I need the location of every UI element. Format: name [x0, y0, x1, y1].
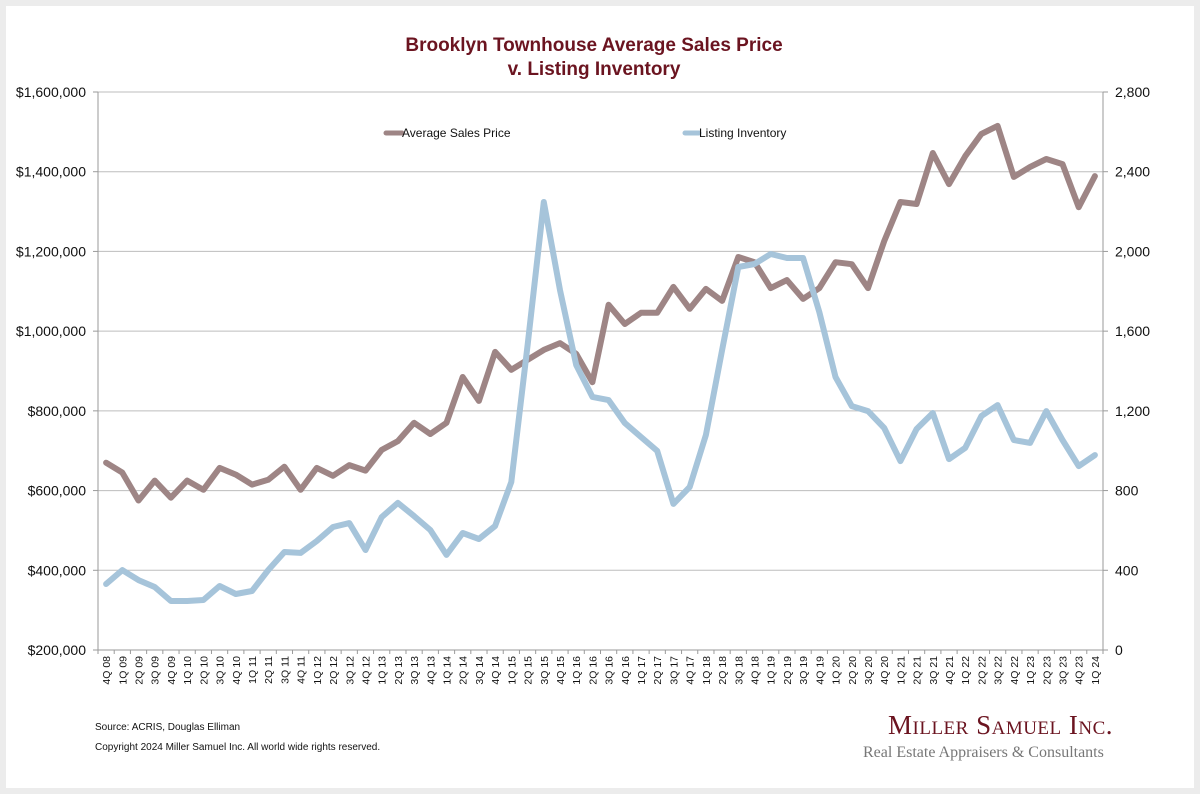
x-tick-label: 3Q 17 — [668, 656, 680, 685]
x-tick-label: 3Q 10 — [215, 656, 227, 685]
x-tick-label: 3Q 09 — [150, 656, 162, 685]
x-tick-label: 1Q 09 — [117, 656, 129, 685]
x-tick-label: 4Q 19 — [814, 656, 826, 685]
x-tick-label: 1Q 21 — [895, 656, 907, 685]
legend-label-price: Average Sales Price — [402, 126, 511, 140]
x-tick-label: 4Q 14 — [490, 656, 502, 685]
right-tick-label: 1,600 — [1115, 323, 1150, 339]
company-tagline: Real Estate Appraisers & Consultants — [863, 744, 1104, 761]
x-tick-label: 2Q 18 — [717, 656, 729, 685]
chart-title: Brooklyn Townhouse Average Sales Price v… — [6, 34, 1182, 82]
x-tick-label: 3Q 23 — [1057, 656, 1069, 685]
x-tick-label: 1Q 19 — [766, 656, 778, 685]
x-tick-label: 1Q 11 — [247, 656, 259, 684]
x-tick-label: 1Q 10 — [182, 656, 194, 685]
x-tick-label: 2Q 19 — [782, 656, 794, 685]
x-tick-label: 1Q 18 — [701, 656, 713, 685]
x-tick-label: 3Q 22 — [993, 656, 1005, 685]
right-tick-label: 1,200 — [1115, 403, 1150, 419]
x-tick-label: 2Q 14 — [458, 656, 470, 685]
x-tick-label: 1Q 20 — [831, 656, 843, 685]
right-tick-label: 800 — [1115, 483, 1139, 499]
left-tick-label: $1,400,000 — [16, 164, 86, 180]
x-tick-label: 1Q 14 — [442, 656, 454, 685]
x-tick-label: 4Q 23 — [1074, 656, 1086, 685]
x-tick-label: 3Q 13 — [409, 656, 421, 685]
company-logo: Miller Samuel Inc. — [888, 710, 1114, 740]
x-tick-label: 3Q 11 — [279, 656, 291, 684]
x-tick-label: 2Q 17 — [652, 656, 664, 685]
right-tick-label: 0 — [1115, 642, 1123, 658]
x-tick-label: 4Q 13 — [425, 656, 437, 685]
left-tick-label: $400,000 — [28, 562, 87, 578]
x-tick-label: 2Q 16 — [587, 656, 599, 685]
series-line-average-sales-price — [103, 122, 1098, 504]
left-tick-label: $600,000 — [28, 483, 87, 499]
legend: Average Sales Price Listing Inventory — [383, 126, 786, 140]
x-tick-label: 2Q 22 — [976, 656, 988, 685]
x-tick-label: 3Q 15 — [539, 656, 551, 685]
x-tick-label: 3Q 21 — [928, 656, 940, 685]
x-tick-label: 2Q 21 — [912, 656, 924, 685]
x-tick-label: 1Q 17 — [636, 656, 648, 685]
x-tick-label: 1Q 15 — [506, 656, 518, 685]
x-tick-label: 4Q 12 — [360, 656, 372, 685]
x-tick-label: 2Q 10 — [198, 656, 210, 685]
left-tick-label: $200,000 — [28, 642, 87, 658]
x-tick-label: 2Q 12 — [328, 656, 340, 685]
x-tick-label: 2Q 15 — [523, 656, 535, 685]
right-tick-label: 2,000 — [1115, 243, 1150, 259]
source-note: Source: ACRIS, Douglas Elliman — [95, 722, 241, 733]
x-tick-label: 4Q 09 — [166, 656, 178, 685]
x-tick-label: 4Q 11 — [296, 656, 308, 684]
x-tick-label: 2Q 13 — [393, 656, 405, 685]
x-tick-label: 2Q 09 — [134, 656, 146, 685]
left-tick-label: $800,000 — [28, 403, 87, 419]
x-tick-label: 1Q 13 — [377, 656, 389, 685]
x-tick-label: 1Q 24 — [1090, 656, 1102, 685]
x-tick-label: 4Q 22 — [1009, 656, 1021, 685]
chart-title-line2: v. Listing Inventory — [507, 59, 681, 80]
x-tick-label: 3Q 20 — [863, 656, 875, 685]
x-tick-label: 1Q 16 — [571, 656, 583, 685]
axes: $200,000 $400,000 $600,000 $800,000 $1,000,0… — [16, 84, 1150, 685]
x-tick-label: 2Q 11 — [263, 656, 275, 684]
x-tick-label: 3Q 12 — [344, 656, 356, 685]
x-tick-label: 2Q 23 — [1041, 656, 1053, 685]
right-tick-label: 2,800 — [1115, 84, 1150, 100]
x-tick-label: 4Q 18 — [749, 656, 761, 685]
x-tick-label: 1Q 12 — [312, 656, 324, 685]
left-tick-label: $1,600,000 — [16, 84, 86, 100]
x-tick-label: 2Q 20 — [847, 656, 859, 685]
x-tick-label: 4Q 17 — [685, 656, 697, 685]
x-tick-label: 4Q 16 — [620, 656, 632, 685]
right-tick-label: 400 — [1115, 562, 1139, 578]
legend-label-inventory: Listing Inventory — [699, 126, 786, 140]
x-tick-label: 3Q 14 — [474, 656, 486, 685]
x-tick-label: 4Q 15 — [555, 656, 567, 685]
series-line-listing-inventory — [103, 199, 1098, 604]
chart-title-line1: Brooklyn Townhouse Average Sales Price — [405, 35, 783, 56]
x-tick-label: 3Q 19 — [798, 656, 810, 685]
left-tick-label: $1,000,000 — [16, 323, 86, 339]
x-tick-label: 3Q 16 — [604, 656, 616, 685]
right-tick-label: 2,400 — [1115, 164, 1150, 180]
x-tick-label: 4Q 20 — [879, 656, 891, 685]
x-tick-label: 1Q 22 — [960, 656, 972, 685]
x-tick-label: 4Q 10 — [231, 656, 243, 685]
series-lines — [103, 122, 1098, 604]
x-tick-label: 4Q 21 — [944, 656, 956, 685]
copyright-note: Copyright 2024 Miller Samuel Inc. All wo… — [95, 742, 381, 753]
x-tick-label: 1Q 23 — [1025, 656, 1037, 685]
left-tick-label: $1,200,000 — [16, 243, 86, 259]
x-tick-label: 4Q 08 — [101, 656, 113, 685]
x-tick-label: 3Q 18 — [733, 656, 745, 685]
